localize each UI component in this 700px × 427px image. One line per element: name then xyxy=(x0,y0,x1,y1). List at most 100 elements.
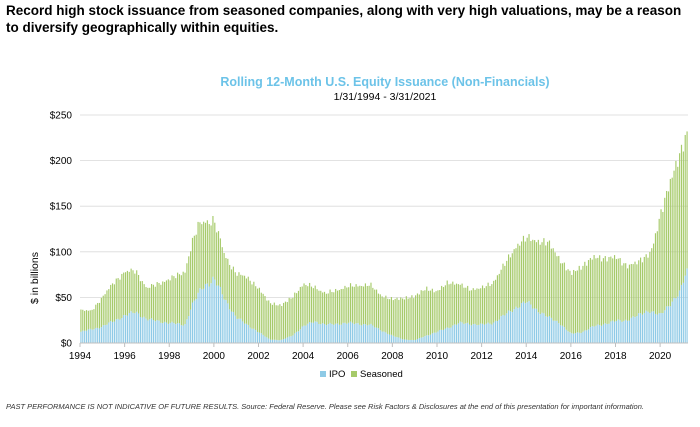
bar-ipo xyxy=(504,315,506,343)
bar-seasoned xyxy=(309,282,311,323)
bar-seasoned xyxy=(197,221,199,293)
bar-seasoned xyxy=(201,224,203,290)
bar-seasoned xyxy=(335,288,337,324)
bar-ipo xyxy=(175,324,177,343)
bar-seasoned xyxy=(314,285,316,322)
x-tick-label: 2020 xyxy=(649,351,672,362)
bar-ipo xyxy=(375,327,378,343)
bar-ipo xyxy=(524,303,526,343)
bar-seasoned xyxy=(552,248,554,321)
bar-seasoned xyxy=(617,258,619,320)
bar-seasoned xyxy=(500,269,502,317)
bar-ipo xyxy=(465,323,467,343)
bar-seasoned xyxy=(485,286,487,324)
bar-seasoned xyxy=(240,274,242,319)
bar-ipo xyxy=(467,322,469,343)
bar-ipo xyxy=(292,335,294,343)
bar-ipo xyxy=(470,325,472,343)
bar-seasoned xyxy=(134,273,136,314)
bar-ipo xyxy=(154,321,156,343)
bar-seasoned xyxy=(361,286,363,326)
bar-ipo xyxy=(180,325,182,343)
bar-seasoned xyxy=(100,297,102,328)
bar-seasoned xyxy=(84,310,86,331)
bar-ipo xyxy=(387,333,389,343)
bar-ipo xyxy=(271,339,274,343)
bar-seasoned xyxy=(569,270,571,333)
bar-ipo xyxy=(640,313,642,343)
bar-seasoned xyxy=(223,253,225,300)
bar-ipo xyxy=(247,324,249,343)
bar-seasoned xyxy=(413,298,415,341)
bar-seasoned xyxy=(177,272,179,324)
bar-ipo xyxy=(158,320,160,343)
bar-seasoned xyxy=(602,258,604,325)
x-tick-label: 1998 xyxy=(158,351,181,362)
bar-ipo xyxy=(649,313,651,343)
bar-ipo xyxy=(641,314,644,343)
bar-seasoned xyxy=(606,261,608,325)
bar-seasoned xyxy=(591,259,593,327)
bar-seasoned xyxy=(428,290,430,336)
x-tick-label: 2010 xyxy=(426,351,449,362)
bar-ipo xyxy=(630,317,632,343)
gridlines xyxy=(80,114,688,298)
bar-ipo xyxy=(396,337,398,343)
bar-seasoned xyxy=(191,237,194,303)
bar-seasoned xyxy=(563,262,565,328)
bar-ipo xyxy=(353,324,355,343)
bar-seasoned xyxy=(431,288,433,334)
bar-ipo xyxy=(522,301,525,343)
bar-ipo xyxy=(541,312,543,343)
bar-seasoned xyxy=(394,298,396,337)
bar-ipo xyxy=(400,338,402,343)
bar-ipo xyxy=(117,318,119,343)
bar-ipo xyxy=(136,311,138,343)
bar-seasoned xyxy=(494,279,497,321)
bar-ipo xyxy=(284,338,287,343)
bar-seasoned xyxy=(151,284,153,319)
y-tick-label: $200 xyxy=(50,156,73,167)
bar-ipo xyxy=(201,289,203,343)
bar-seasoned xyxy=(199,222,201,289)
bar-seasoned xyxy=(258,287,261,333)
bar-ipo xyxy=(673,297,675,343)
x-tick-label: 2018 xyxy=(604,351,627,362)
bar-ipo xyxy=(335,323,337,343)
bar-seasoned xyxy=(612,258,614,321)
bar-ipo xyxy=(368,324,370,343)
bar-ipo xyxy=(619,320,621,343)
bar-seasoned xyxy=(188,256,190,317)
bar-seasoned xyxy=(537,239,539,313)
bar-seasoned xyxy=(483,288,485,325)
bar-ipo xyxy=(487,322,489,343)
bar-seasoned xyxy=(262,293,264,335)
bar-seasoned xyxy=(455,283,458,325)
bar-ipo xyxy=(297,331,300,343)
bar-ipo xyxy=(219,286,221,343)
y-tick-label: $250 xyxy=(50,111,73,122)
bar-ipo xyxy=(208,286,210,343)
bar-seasoned xyxy=(441,285,443,330)
bar-seasoned xyxy=(604,256,606,324)
bar-seasoned xyxy=(132,270,134,313)
bar-seasoned xyxy=(468,290,471,325)
bar-seasoned xyxy=(489,285,491,324)
bar-seasoned xyxy=(383,297,385,332)
bar-ipo xyxy=(426,335,428,343)
bar-seasoned xyxy=(230,269,233,312)
bar-seasoned xyxy=(643,256,645,313)
bar-seasoned xyxy=(357,286,359,324)
bar-seasoned xyxy=(85,310,88,331)
bar-seasoned xyxy=(647,257,649,312)
bar-ipo xyxy=(556,320,558,343)
bar-ipo xyxy=(519,307,521,343)
bar-seasoned xyxy=(632,264,634,317)
bar-seasoned xyxy=(578,265,580,333)
bar-ipo xyxy=(576,332,578,343)
bar-seasoned xyxy=(349,283,352,322)
bar-ipo xyxy=(526,302,528,343)
bar-ipo xyxy=(89,328,91,343)
bar-ipo xyxy=(431,333,433,343)
bar-ipo xyxy=(141,317,143,343)
